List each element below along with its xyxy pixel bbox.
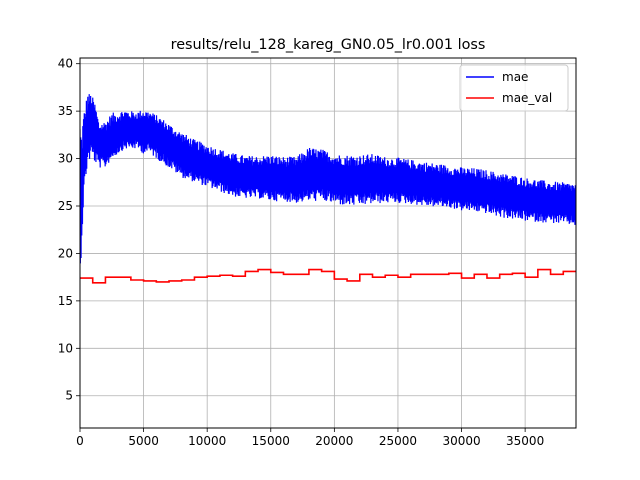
y-tick-label: 25	[58, 199, 73, 213]
x-tick-label: 10000	[188, 434, 226, 448]
y-tick-label: 40	[58, 57, 73, 71]
x-tick-label: 15000	[252, 434, 290, 448]
y-tick-label: 10	[58, 341, 73, 355]
axes: 0 5000 10000 15000 20000 25000 30000 35000 5 10 15…	[58, 57, 577, 448]
y-tick-label: 15	[58, 294, 73, 308]
series-layer	[80, 94, 576, 284]
y-tick-label: 20	[58, 246, 73, 260]
series-mae-line	[80, 94, 576, 264]
x-tick-label: 25000	[379, 434, 417, 448]
legend-label-mae: mae	[502, 70, 528, 84]
grid	[79, 58, 576, 428]
chart-title: results/relu_128_kareg_GN0.05_lr0.001 lo…	[171, 37, 486, 53]
y-tick-label: 30	[58, 152, 73, 166]
series-mae_val-line	[80, 268, 576, 284]
x-tick-label: 0	[76, 434, 84, 448]
x-tick-label: 20000	[315, 434, 353, 448]
y-tick-label: 35	[58, 104, 73, 118]
x-tick-label: 30000	[442, 434, 480, 448]
legend: mae mae_val	[459, 64, 569, 112]
x-tick-label: 35000	[506, 434, 544, 448]
axes-frame	[79, 57, 577, 429]
legend-label-mae_val: mae_val	[502, 91, 552, 105]
x-tick-label: 5000	[128, 434, 159, 448]
y-tick-label: 5	[65, 389, 73, 403]
